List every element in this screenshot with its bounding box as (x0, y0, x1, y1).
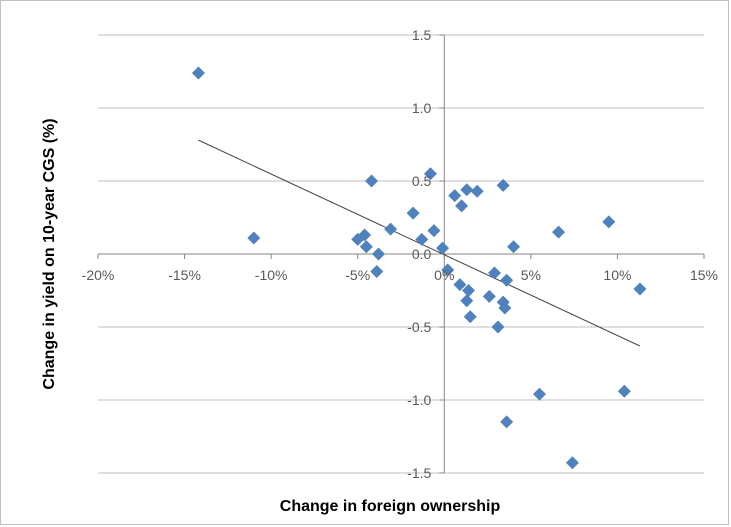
y-tick-label: 1.5 (412, 27, 432, 43)
data-point (462, 284, 476, 297)
x-tick-label: -20% (82, 267, 115, 283)
gridlines (98, 34, 704, 474)
x-tick-labels: -20% -15% -10% -5% 0% 5% 10% 15% (82, 267, 718, 283)
data-point (507, 240, 521, 254)
data-point (491, 320, 505, 334)
data-point (371, 247, 385, 261)
data-point (533, 387, 547, 401)
data-point (423, 167, 437, 181)
y-tick-label: 0.0 (412, 246, 432, 262)
data-point (460, 294, 474, 308)
y-tick-labels: 1.5 1.0 0.5 0.0 -0.5 -1.0 -1.5 (407, 27, 431, 481)
x-tick-label: 10% (603, 267, 631, 283)
data-point (358, 228, 372, 242)
data-point (633, 282, 647, 296)
y-tick-label: -0.5 (407, 319, 431, 335)
data-point (500, 415, 514, 429)
y-tick-label: -1.5 (407, 465, 431, 481)
x-axis-title: Change in foreign ownership (280, 498, 501, 515)
data-point (498, 301, 512, 315)
data-points (191, 66, 647, 470)
x-tick-label: -5% (345, 267, 370, 283)
data-point (441, 263, 455, 277)
x-tick-label: 5% (521, 267, 541, 283)
y-tick-label: -1.0 (407, 392, 431, 408)
data-point (602, 215, 616, 229)
y-tick-label: 1.0 (412, 100, 432, 116)
x-tick-label: -15% (168, 267, 201, 283)
x-tick-label: -10% (255, 267, 288, 283)
data-point (496, 178, 510, 192)
data-point (482, 289, 496, 303)
data-point (460, 183, 474, 197)
data-point (427, 224, 441, 238)
data-point (617, 384, 631, 398)
data-point (455, 199, 469, 213)
data-point (359, 240, 373, 254)
axes (97, 34, 705, 474)
data-point (436, 241, 450, 255)
data-point (500, 273, 514, 287)
data-point (470, 184, 484, 198)
data-point (191, 66, 205, 80)
x-tick-label: 15% (690, 267, 718, 283)
data-point (565, 456, 579, 470)
data-point (453, 278, 467, 292)
data-point (406, 206, 420, 220)
data-point (448, 189, 462, 203)
data-point (247, 231, 261, 245)
data-point (552, 225, 566, 239)
y-tick-label: 0.5 (412, 173, 432, 189)
x-tick-label: 0% (434, 267, 454, 283)
data-point (415, 232, 429, 246)
y-axis-title: Change in yield on 10-year CGS (%) (41, 118, 58, 389)
data-point (487, 266, 501, 280)
data-point (463, 310, 477, 324)
data-point (384, 222, 398, 236)
data-point (365, 174, 379, 188)
data-point (370, 265, 384, 279)
